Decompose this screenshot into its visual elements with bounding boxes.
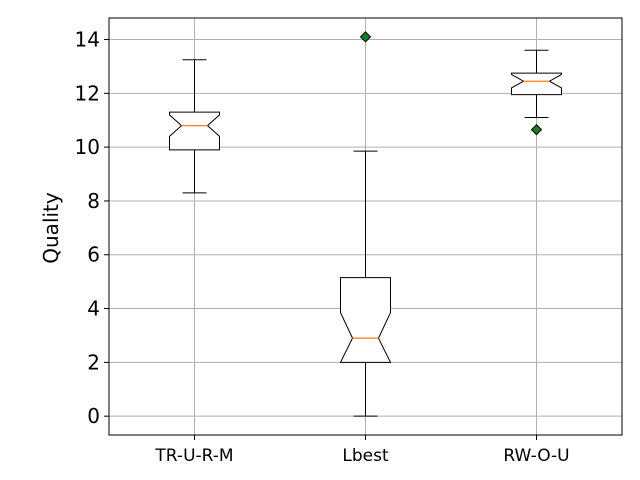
outlier-marker (530, 123, 543, 136)
y-tick-label: 2 (87, 350, 100, 374)
y-tick-label: 4 (87, 297, 100, 321)
y-tick-label: 14 (75, 28, 100, 52)
notched-box (511, 72, 562, 96)
notched-box (339, 277, 392, 363)
y-axis-label: Quality (39, 192, 63, 264)
y-tick-label: 6 (87, 243, 100, 267)
x-tick-label: RW-O-U (503, 446, 569, 466)
outlier-marker (359, 31, 372, 43)
y-tick-label: 12 (75, 81, 100, 105)
x-tick-label: Lbest (342, 446, 389, 466)
plot-frame (108, 17, 623, 436)
notched-box (169, 111, 220, 151)
y-tick-label: 8 (87, 189, 100, 213)
box-layer (169, 31, 562, 417)
x-tick-label: TR-U-R-M (154, 446, 233, 466)
y-tick-label: 10 (75, 135, 100, 159)
y-tick-label: 0 (87, 404, 100, 428)
tick-layer: 0 2 4 6 8 10 12 14 TR-U-R-M Lbest RW-O-U (75, 28, 570, 466)
